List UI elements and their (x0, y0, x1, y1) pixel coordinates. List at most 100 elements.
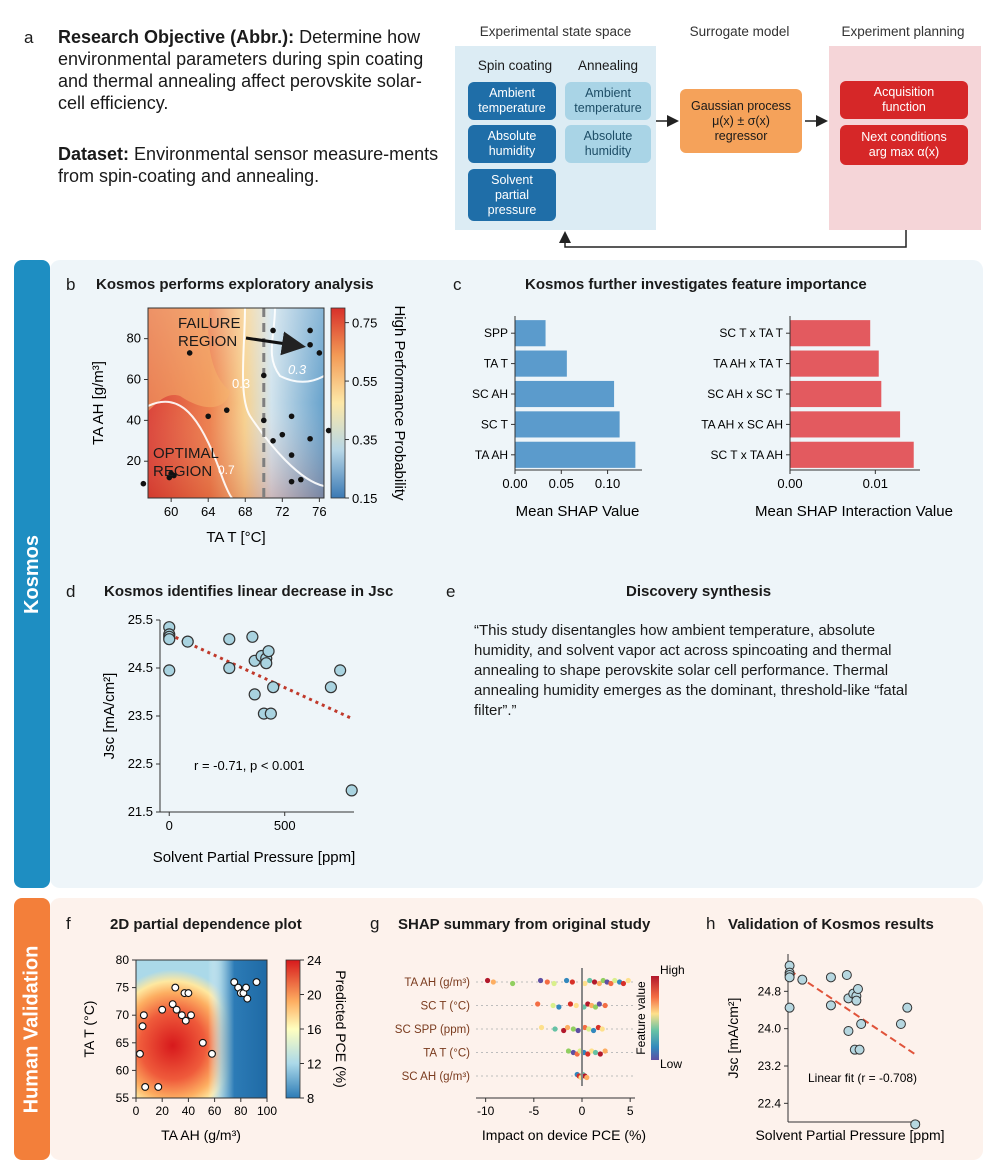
f-xtick-label: 100 (257, 1104, 277, 1118)
c-category-label: TA AH x SC AH (701, 417, 783, 431)
c-category-label: SC AH (472, 387, 508, 401)
g-shap-dot (551, 980, 557, 987)
panel-g-letter: g (370, 914, 380, 933)
b-xtick-label: 68 (238, 504, 252, 519)
b-ytick-label: 20 (127, 453, 141, 468)
anneal-absolute-humidity-box: Absolute humidity (565, 125, 651, 163)
discovery-quote: “This study disentangles how ambient tem… (474, 622, 908, 719)
panel-g-xlabel: Impact on device PCE (%) (482, 1127, 646, 1143)
g-shap-dot (575, 1027, 581, 1034)
d-xlabel: Solvent Partial Pressure [ppm] (153, 849, 356, 866)
f-cbar-tick-label: 8 (307, 1091, 314, 1106)
d-data-point (163, 633, 176, 646)
c-bar (790, 411, 901, 438)
panel-d-letter: d (66, 582, 76, 601)
b-data-point (223, 407, 230, 413)
b-data-point (316, 350, 323, 356)
b-data-point (288, 478, 295, 485)
b-cbar-tick-label: 0.35 (352, 433, 377, 448)
panel-e-letter: e (446, 582, 456, 601)
h-ylabel: Jsc [mA/cm²] (725, 998, 741, 1079)
panel-c-title: Kosmos further investigates feature impo… (525, 276, 867, 293)
f-xtick-label: 60 (208, 1104, 222, 1118)
h-fit-line (789, 969, 916, 1056)
c-category-label: SC AH x SC T (707, 387, 783, 401)
b-data-point (279, 431, 286, 438)
dataset-label: Dataset: (58, 144, 130, 164)
b-data-point (270, 327, 276, 334)
f-data-point (172, 1005, 181, 1014)
contour-label-1: 0.3 (232, 376, 250, 391)
panel-d-chart: 25.5 24.5 23.5 22.5 21.5 0 500 r = -0.71, p < 0… (101, 612, 358, 866)
objective-label: Research Objective (Abbr.): (58, 27, 295, 47)
f-data-point (187, 1011, 195, 1020)
next-conditions-box: Next conditions arg max α(x) (840, 125, 968, 165)
g-shap-dot (592, 1004, 599, 1010)
human-validation-tab-label: Human Validation (20, 945, 43, 1113)
c-category-label: SC T (481, 417, 509, 431)
panel-a-letter: a (24, 28, 34, 47)
h-data-point (841, 970, 852, 980)
c-bar (790, 380, 882, 408)
contour-label-2: 0.3 (288, 362, 307, 377)
g-shap-dot (490, 979, 496, 985)
planning-title: Experiment planning (841, 24, 965, 39)
f-xtick-label: 20 (156, 1104, 170, 1118)
d-ytick-label: 23.5 (128, 708, 153, 723)
d-data-point (246, 630, 259, 643)
h-xlabel: Solvent Partial Pressure [ppm] (755, 1127, 944, 1143)
d-data-point (324, 681, 338, 694)
b-ytick-label: 80 (127, 331, 141, 346)
f-ytick-label: 60 (116, 1063, 130, 1077)
f-data-point (252, 978, 261, 987)
c-bar (515, 320, 546, 347)
spin-absolute-humidity-box: Absolute humidity (468, 125, 556, 163)
f-ytick-label: 70 (116, 1008, 130, 1022)
panel-b-xlabel: TA T [°C] (206, 529, 265, 546)
g-shap-dot (556, 1004, 562, 1010)
g-category-label: TA T (°C) (423, 1048, 470, 1060)
g-shap-dot (561, 1027, 567, 1034)
h-data-point (902, 1002, 913, 1013)
f-ytick-label: 55 (116, 1091, 130, 1105)
b-xtick-label: 76 (312, 504, 326, 519)
contour-line-1 (241, 307, 325, 487)
b-data-point (270, 437, 276, 444)
f-ytick-label: 80 (116, 953, 130, 967)
panel-h-chart: 24.8 24.0 23.2 22.4 Linear fit (r = -0.708) S… (725, 954, 945, 1143)
c-xtick-label: 0.00 (777, 476, 802, 491)
panel-f-xlabel: TA AH (g/m³) (161, 1127, 241, 1143)
state-space-title: Experimental state space (479, 24, 632, 39)
g-shap-dot (567, 1001, 574, 1007)
panel-g-title: SHAP summary from original study (398, 916, 651, 933)
b-data-point (288, 413, 295, 420)
h-ytick-label: 22.4 (758, 1096, 782, 1110)
f-data-point (154, 1083, 163, 1091)
panel-f-colorbar-ticks: 24 20 16 12 8 (300, 953, 321, 1106)
f-data-point (177, 1011, 186, 1020)
panel-g-rows: TA AH (g/m³) SC T (°C) SC SPP (ppm) TA T (°… (395, 968, 635, 1118)
panel-b-chart: 0.3 0.3 0.7 FAILURE REGION OPTIMAL REGIO… (90, 305, 408, 546)
c-xtick-label: 0.10 (595, 476, 620, 491)
research-objective: Research Objective (Abbr.): Determine ho… (58, 26, 443, 114)
b-data-point (166, 474, 173, 481)
f-data-point (168, 1000, 177, 1009)
b-data-point (186, 350, 193, 356)
d-data-point (334, 664, 347, 677)
f-xtick-label: 80 (234, 1104, 248, 1118)
f-xtick-label: 0 (133, 1104, 140, 1118)
g-shap-dot (591, 979, 598, 985)
d-data-point (262, 645, 275, 658)
b-data-point (140, 480, 147, 487)
panel-f-plot-border (135, 959, 268, 1099)
acquisition-function-box: Acquisition function (840, 81, 968, 119)
panel-h-title: Validation of Kosmos results (728, 916, 934, 933)
f-data-point (139, 1011, 148, 1020)
surrogate-title: Surrogate model (689, 24, 790, 39)
d-ytick-label: 25.5 (128, 612, 153, 627)
d-xtick-label: 0 (166, 818, 173, 833)
c-xlabel: Mean SHAP Value (516, 503, 640, 520)
f-data-point (135, 1049, 144, 1058)
b-data-point (307, 435, 313, 442)
d-data-point (267, 681, 280, 694)
